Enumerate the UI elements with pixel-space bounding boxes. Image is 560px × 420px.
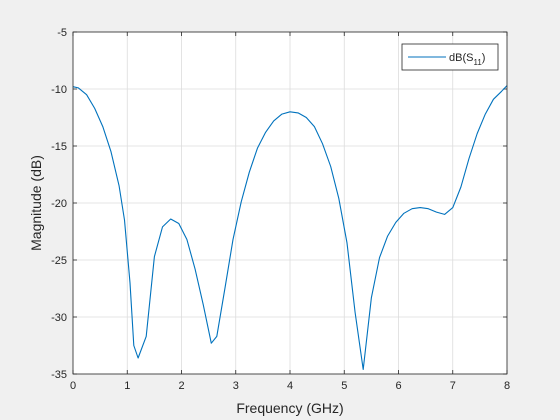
y-tick-label: -5	[57, 27, 67, 39]
y-tick-label: -25	[51, 255, 67, 267]
x-tick-label: 6	[395, 380, 401, 392]
x-tick-label: 3	[233, 380, 239, 392]
series-group	[72, 85, 508, 370]
x-tick-labels: 0 1 2 3 4 5 6 7 8	[70, 380, 510, 392]
legend-label-close: )	[482, 52, 486, 64]
y-tick-label: -30	[51, 312, 67, 324]
x-tick-label: 5	[341, 380, 347, 392]
legend-label-subscript: 11	[473, 58, 482, 67]
y-axis-label: Magnitude (dB)	[28, 155, 44, 251]
x-tick-label: 8	[504, 380, 510, 392]
legend-label: dB(S11)	[449, 52, 485, 67]
x-tick-label: 7	[450, 380, 456, 392]
axes-box	[72, 31, 508, 375]
y-tick-label: -35	[51, 369, 67, 381]
series-line-0	[72, 85, 508, 370]
x-tick-label: 4	[287, 380, 293, 392]
x-tick-label: 1	[124, 380, 130, 392]
legend: dB(S11)	[401, 43, 499, 71]
x-tick-label: 0	[70, 380, 76, 392]
x-tick-label: 2	[178, 380, 184, 392]
y-tick-labels: -5 -10 -15 -20 -25 -30 -35	[51, 27, 67, 381]
legend-label-base: dB(S	[449, 52, 473, 64]
y-tick-label: -20	[51, 198, 67, 210]
y-tick-label: -10	[51, 84, 67, 96]
x-axis-label: Frequency (GHz)	[236, 400, 343, 416]
y-tick-label: -15	[51, 141, 67, 153]
